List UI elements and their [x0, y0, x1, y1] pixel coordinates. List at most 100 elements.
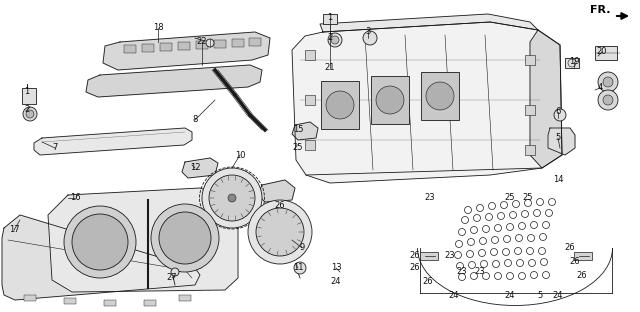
Bar — [64, 298, 76, 304]
Bar — [214, 40, 226, 48]
Text: 5: 5 — [538, 290, 543, 300]
Polygon shape — [34, 128, 192, 155]
Text: 25: 25 — [523, 193, 533, 202]
Text: 24: 24 — [331, 277, 341, 286]
Text: 6: 6 — [556, 108, 561, 116]
Text: 2: 2 — [328, 33, 333, 42]
Text: 23: 23 — [457, 267, 467, 276]
Text: 4: 4 — [597, 84, 603, 92]
Bar — [104, 300, 116, 306]
Bar — [420, 252, 438, 260]
Circle shape — [151, 204, 219, 272]
Text: 9: 9 — [300, 243, 305, 252]
Text: 22: 22 — [196, 37, 207, 46]
Circle shape — [206, 39, 214, 47]
Circle shape — [363, 31, 377, 45]
Text: 13: 13 — [331, 264, 341, 272]
Polygon shape — [548, 128, 575, 155]
Circle shape — [331, 36, 339, 44]
Text: 21: 21 — [324, 64, 335, 72]
Bar — [249, 38, 261, 46]
Bar — [144, 300, 156, 306]
Circle shape — [603, 95, 613, 105]
Circle shape — [256, 208, 304, 256]
Text: 10: 10 — [235, 150, 245, 159]
Bar — [565, 58, 579, 68]
Circle shape — [598, 72, 618, 92]
Polygon shape — [292, 22, 562, 183]
Circle shape — [171, 268, 179, 276]
Text: 19: 19 — [569, 57, 579, 66]
Text: 20: 20 — [596, 47, 607, 56]
Text: 27: 27 — [166, 274, 177, 282]
Bar — [196, 41, 208, 49]
Bar — [525, 105, 535, 115]
Text: 3: 3 — [365, 27, 371, 37]
Polygon shape — [103, 32, 270, 70]
Polygon shape — [530, 30, 562, 168]
Bar — [124, 45, 136, 53]
Circle shape — [72, 214, 128, 270]
Bar — [305, 140, 315, 150]
Circle shape — [23, 107, 37, 121]
Bar — [179, 295, 191, 301]
Polygon shape — [292, 122, 318, 140]
Text: 17: 17 — [9, 226, 19, 235]
Text: 26: 26 — [577, 271, 588, 280]
Text: 25: 25 — [292, 144, 303, 153]
Text: 12: 12 — [189, 163, 200, 173]
Text: 25: 25 — [505, 193, 515, 202]
Polygon shape — [2, 215, 200, 300]
Text: 26: 26 — [410, 251, 420, 260]
Bar — [24, 295, 36, 301]
Bar — [305, 95, 315, 105]
Text: 5: 5 — [556, 134, 561, 143]
Text: 16: 16 — [70, 193, 80, 202]
Circle shape — [294, 262, 306, 274]
Text: 1: 1 — [328, 13, 333, 22]
Bar — [178, 42, 190, 50]
Text: 26: 26 — [570, 257, 580, 266]
Bar — [232, 39, 244, 47]
Bar — [525, 55, 535, 65]
Circle shape — [202, 168, 262, 228]
Bar — [595, 46, 617, 60]
Circle shape — [26, 110, 34, 118]
Text: 14: 14 — [553, 175, 563, 184]
Circle shape — [209, 175, 255, 221]
Bar — [22, 88, 36, 104]
Text: 23: 23 — [425, 193, 435, 202]
Text: 26: 26 — [564, 243, 575, 252]
Text: 7: 7 — [52, 144, 58, 153]
Bar — [142, 44, 154, 52]
Polygon shape — [48, 188, 238, 292]
Text: 15: 15 — [292, 125, 303, 134]
Circle shape — [248, 200, 312, 264]
Text: FR.: FR. — [590, 5, 611, 15]
Circle shape — [328, 33, 342, 47]
Text: 24: 24 — [449, 290, 460, 300]
Text: 8: 8 — [192, 115, 198, 124]
Polygon shape — [182, 158, 218, 178]
Circle shape — [376, 86, 404, 114]
Circle shape — [159, 212, 211, 264]
Bar — [421, 72, 459, 120]
Text: 24: 24 — [553, 290, 563, 300]
Text: 24: 24 — [505, 290, 515, 300]
Bar — [323, 14, 337, 24]
Circle shape — [603, 77, 613, 87]
Bar — [321, 81, 359, 129]
Circle shape — [554, 109, 566, 121]
Text: 26: 26 — [275, 201, 285, 209]
Bar — [525, 145, 535, 155]
Text: 26: 26 — [410, 264, 420, 272]
Circle shape — [598, 90, 618, 110]
Bar — [574, 252, 592, 260]
Text: 1: 1 — [24, 87, 29, 96]
Polygon shape — [86, 65, 262, 97]
Text: 23: 23 — [475, 267, 485, 276]
Bar — [305, 50, 315, 60]
Text: 18: 18 — [153, 23, 163, 32]
Circle shape — [326, 91, 354, 119]
Polygon shape — [258, 180, 295, 202]
